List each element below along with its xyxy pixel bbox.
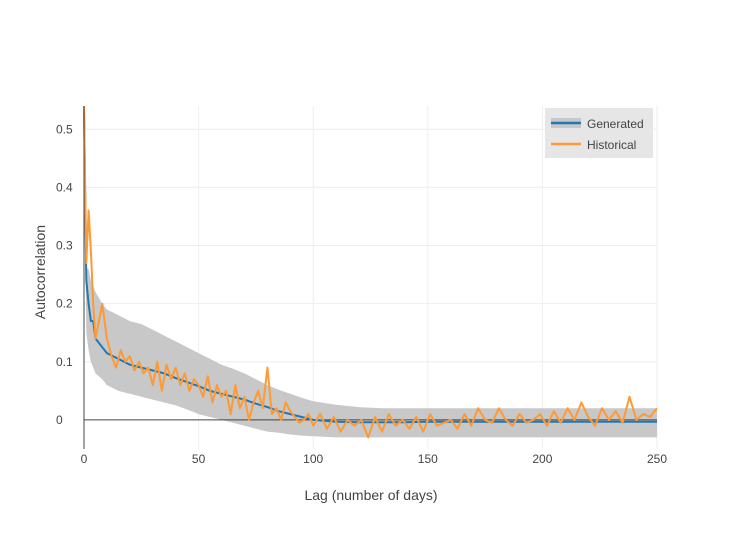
legend-historical-label: Historical — [587, 138, 636, 152]
x-tick-label: 0 — [81, 452, 88, 466]
y-tick-label: 0.1 — [56, 355, 73, 369]
x-axis-title: Lag (number of days) — [304, 487, 437, 503]
tick-labels: 0 50 100 150 200 250 0 0.1 0.2 0.3 0.4 0.5 — [56, 122, 667, 466]
legend-generated-label: Generated — [587, 117, 644, 131]
generated-series-line — [83, 105, 657, 424]
historical-series-line — [83, 105, 658, 439]
y-tick-label: 0.2 — [56, 297, 73, 311]
y-tick-label: 0.3 — [56, 239, 73, 253]
y-tick-label: 0.5 — [56, 122, 73, 136]
legend-item-historical[interactable]: Historical — [551, 138, 636, 152]
legend[interactable]: Generated Historical — [545, 108, 653, 158]
x-tick-label: 50 — [192, 452, 206, 466]
y-axis-title: Autocorrelation — [32, 225, 48, 319]
y-tick-label: 0.4 — [56, 180, 73, 194]
x-tick-label: 150 — [418, 452, 438, 466]
x-tick-label: 200 — [532, 452, 552, 466]
x-tick-label: 100 — [303, 452, 323, 466]
y-tick-label: 0 — [56, 413, 63, 427]
legend-background — [545, 108, 653, 158]
series-layer — [83, 105, 658, 439]
legend-item-generated[interactable]: Generated — [551, 117, 644, 131]
x-tick-label: 250 — [647, 452, 667, 466]
